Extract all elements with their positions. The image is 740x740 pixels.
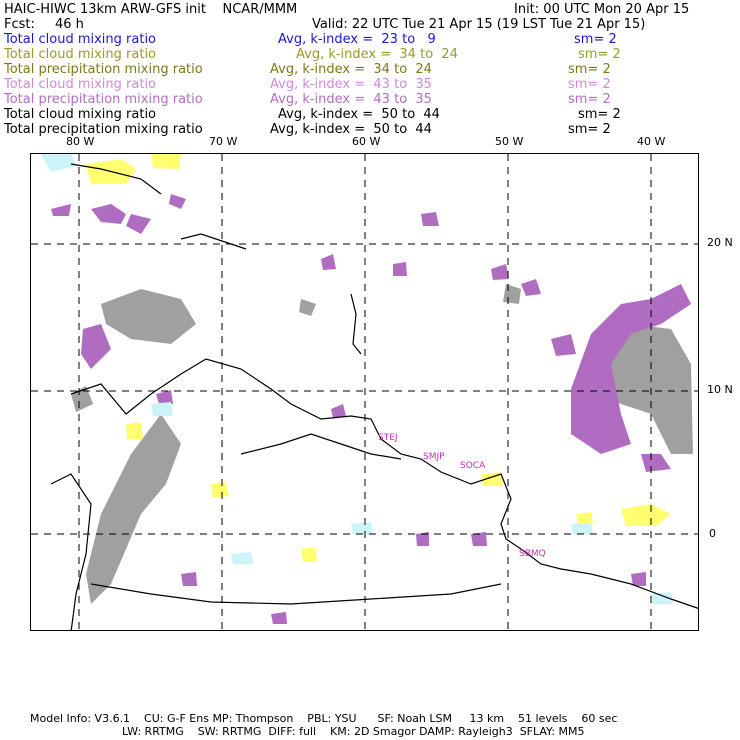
- coastline-cuba: [70, 163, 162, 195]
- lon-label-60w: 60 W: [352, 135, 381, 148]
- cloud-area: [621, 504, 671, 526]
- lon-label-70w: 70 W: [209, 135, 238, 148]
- legend-avg-range: Avg, k-index = 43 to 35: [270, 92, 432, 107]
- cloud-area: [393, 262, 407, 276]
- coastline-antilles: [350, 293, 362, 355]
- cloud-area: [651, 592, 673, 604]
- forecast-hour-value: 46 h: [55, 17, 84, 32]
- cloud-area: [576, 512, 593, 524]
- lon-label-50w: 50 W: [495, 135, 524, 148]
- lat-label-10n: 10 N: [707, 383, 733, 396]
- cloud-area: [421, 212, 439, 226]
- cloud-area: [181, 572, 197, 586]
- station-stej: STEJ: [378, 433, 398, 443]
- cloud-cyan-areas: [41, 154, 673, 604]
- cloud-area: [631, 572, 646, 586]
- lat-label-20n: 20 N: [707, 236, 733, 249]
- cloud-area: [331, 404, 346, 418]
- river-orinoco: [240, 433, 402, 460]
- cloud-area: [571, 284, 691, 454]
- valid-time: Valid: 22 UTC Tue 21 Apr 15 (19 LST Tue …: [312, 17, 646, 32]
- cloud-area: [151, 154, 181, 169]
- cloud-area: [126, 422, 143, 439]
- legend-field-name: Total cloud mixing ratio: [4, 77, 157, 92]
- cloud-area: [231, 552, 253, 564]
- cloud-area: [41, 154, 76, 172]
- cloud-area: [471, 532, 487, 546]
- river-amazon: [90, 583, 502, 605]
- precip-area: [503, 284, 521, 304]
- legend-smoothing: sm= 2: [568, 122, 611, 137]
- cloud-area: [271, 612, 287, 624]
- legend-smoothing: sm= 2: [568, 77, 611, 92]
- cloud-area: [491, 264, 509, 280]
- legend-field-name: Total precipitation mixing ratio: [4, 62, 203, 77]
- forecast-map: STEJ SMJP SOCA SBMQ: [30, 153, 699, 631]
- cloud-area: [571, 522, 593, 534]
- cloud-area: [81, 324, 111, 369]
- cloud-purple-areas: [51, 194, 691, 624]
- cloud-area: [211, 482, 229, 498]
- cloud-area: [416, 532, 429, 546]
- graticule: [31, 154, 698, 630]
- forecast-title: HAIC-HIWC 13km ARW-GFS init NCAR/MMM: [4, 2, 298, 17]
- station-soca: SOCA: [460, 461, 486, 471]
- cloud-area: [521, 279, 541, 296]
- precip-gray-areas: [71, 284, 693, 604]
- coastline-pacific: [50, 473, 92, 630]
- coastline-south-america: [70, 358, 698, 609]
- cloud-area: [641, 454, 671, 472]
- station-smjp: SMJP: [423, 452, 445, 462]
- init-time: Init: 00 UTC Mon 20 Apr 15: [514, 2, 690, 17]
- cloud-area: [91, 204, 126, 224]
- legend-avg-range: Avg, k-index = 50 to 44: [278, 107, 440, 122]
- precip-area: [591, 324, 693, 454]
- legend-field-name: Total cloud mixing ratio: [4, 47, 157, 62]
- cloud-area: [351, 522, 373, 534]
- cloud-area: [51, 204, 71, 216]
- legend-avg-range: Avg, k-index = 43 to 35: [270, 77, 432, 92]
- legend-avg-range: Avg, k-index = 50 to 44: [270, 122, 432, 137]
- legend-avg-range: Avg, k-index = 23 to 9: [278, 32, 436, 47]
- legend-field-name: Total precipitation mixing ratio: [4, 92, 203, 107]
- cloud-area: [126, 214, 151, 234]
- lon-label-80w: 80 W: [66, 135, 95, 148]
- legend-smoothing: sm= 2: [568, 62, 611, 77]
- legend-avg-range: Avg, k-index = 34 to 24: [270, 62, 432, 77]
- legend-field-name: Total cloud mixing ratio: [4, 107, 157, 122]
- coastlines: [50, 163, 698, 630]
- map-canvas: [31, 154, 698, 630]
- cloud-area: [301, 547, 317, 562]
- cloud-area: [551, 334, 576, 356]
- legend-field-name: Total cloud mixing ratio: [4, 32, 157, 47]
- legend-field-name: Total precipitation mixing ratio: [4, 122, 203, 137]
- legend-smoothing: sm= 2: [568, 92, 611, 107]
- lon-label-40w: 40 W: [637, 135, 666, 148]
- cloud-area: [169, 194, 186, 209]
- legend-smoothing: sm= 2: [578, 107, 621, 122]
- precip-area: [101, 289, 196, 344]
- lat-label-0: 0: [709, 527, 716, 540]
- model-info-line-2: LW: RRTMG SW: RRTMG DIFF: full KM: 2D Sm…: [122, 725, 585, 738]
- legend-avg-range: Avg, k-index = 34 to 24: [296, 47, 458, 62]
- cloud-area: [151, 402, 173, 416]
- model-info-line-1: Model Info: V3.6.1 CU: G-F Ens MP: Thomp…: [30, 712, 618, 725]
- precip-area: [86, 414, 181, 604]
- cloud-area: [156, 390, 173, 404]
- legend-smoothing: sm= 2: [578, 47, 621, 62]
- legend-smoothing: sm= 2: [574, 32, 617, 47]
- forecast-hour-label: Fcst:: [4, 17, 35, 32]
- cloud-area: [321, 254, 336, 270]
- coastline-hispaniola: [180, 233, 247, 250]
- precip-area: [299, 299, 316, 316]
- station-sbmq: SBMQ: [519, 549, 546, 559]
